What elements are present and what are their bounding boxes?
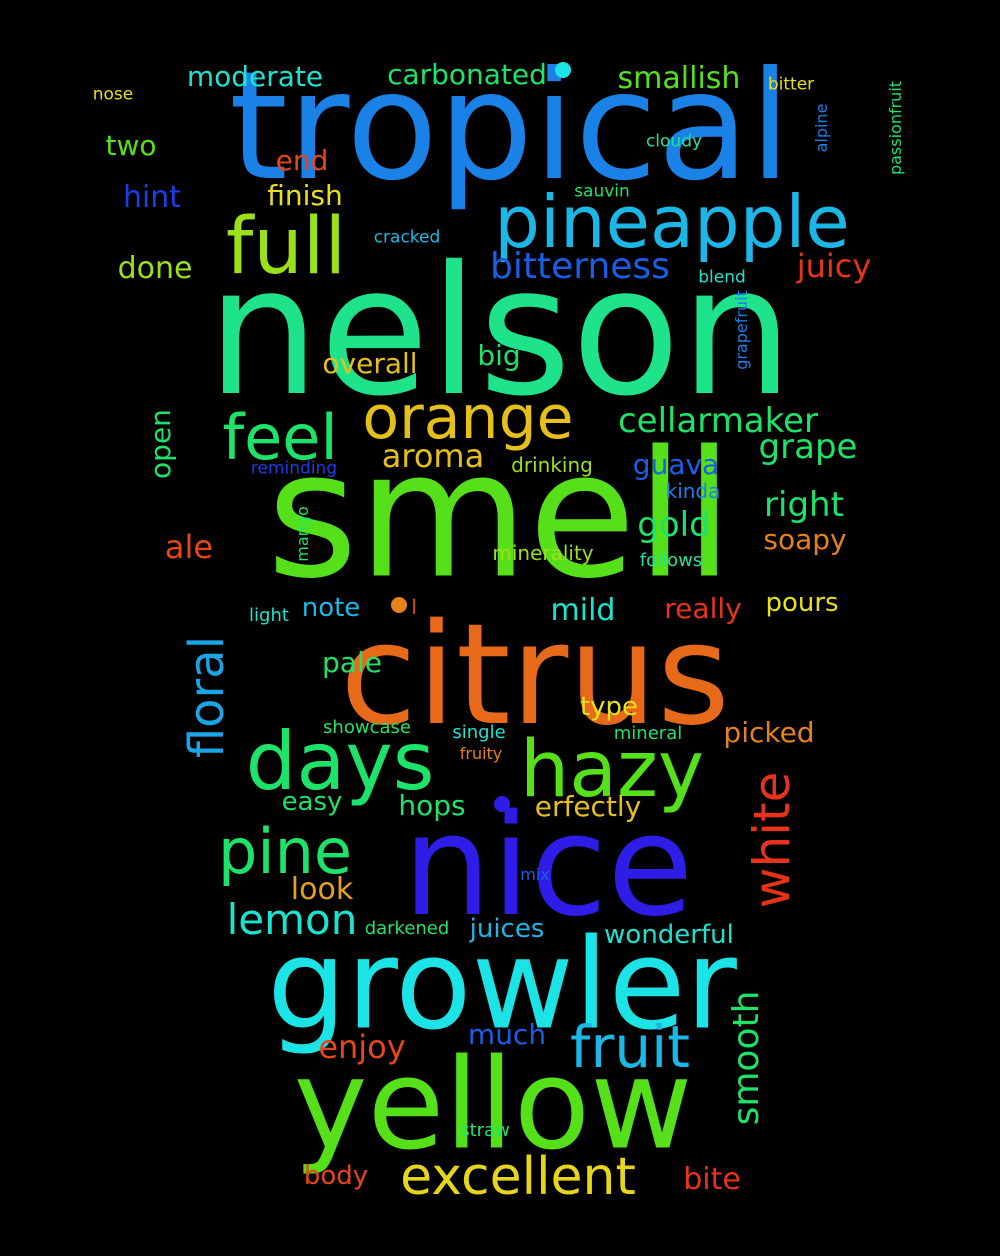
word-citrus: citrus <box>340 594 730 757</box>
word-minerality: minerality <box>492 541 594 565</box>
word-smooth: smooth <box>726 990 767 1126</box>
word-note: note <box>301 593 361 623</box>
word-gold: gold <box>637 505 711 545</box>
word-darkened: darkened <box>364 918 450 939</box>
word-pineapple: pineapple <box>494 180 850 264</box>
word-open: open <box>144 409 177 479</box>
word-nose: nose <box>92 84 134 105</box>
word-mineral: mineral <box>613 723 683 744</box>
word-smell: smell <box>266 414 734 618</box>
word-fruit: fruit <box>570 1013 690 1081</box>
word-growler: growler <box>267 912 737 1058</box>
word-juices: juices <box>469 914 545 944</box>
word-tropical: tropical <box>229 40 791 214</box>
word-cloudy: cloudy <box>645 131 703 152</box>
word-cellarmaker: cellarmaker <box>617 401 819 441</box>
word-end: end <box>275 144 329 177</box>
word-l: l <box>411 595 417 619</box>
word-easy: easy <box>281 787 343 817</box>
word-body: body <box>303 1161 369 1191</box>
word-bitter: bitter <box>767 74 815 95</box>
word-moderate: moderate <box>186 60 324 93</box>
word-wonderful: wonderful <box>604 920 734 950</box>
word-type: type <box>579 692 639 722</box>
word-finish: finish <box>267 179 343 212</box>
word-follows: follows <box>639 550 703 571</box>
word-guava: guava <box>632 448 720 481</box>
word-floral: floral <box>179 635 235 759</box>
word-straw: straw <box>460 1120 510 1141</box>
accent-dot <box>555 62 571 78</box>
word-erfectly: erfectly <box>534 790 642 823</box>
word-hint: hint <box>122 180 182 215</box>
word-picked: picked <box>723 716 815 749</box>
word-carbonated: carbonated <box>387 58 547 91</box>
word-sauvin: sauvin <box>574 181 630 202</box>
word-excellent: excellent <box>400 1147 636 1207</box>
accent-dot <box>494 796 510 812</box>
word-orange: orange <box>362 383 574 453</box>
word-nice: nice <box>402 785 694 948</box>
word-blend: blend <box>698 267 746 288</box>
word-mix: mix <box>520 865 550 884</box>
accent-dot <box>391 597 407 613</box>
word-full: full <box>225 202 347 292</box>
word-alpine: alpine <box>812 103 831 153</box>
word-white: white <box>743 771 801 909</box>
word-pine: pine <box>217 815 353 888</box>
word-smallish: smallish <box>617 61 741 96</box>
word-done: done <box>117 251 193 286</box>
word-mild: mild <box>550 593 616 628</box>
word-days: days <box>245 715 435 808</box>
word-nelson: nelson <box>206 228 794 435</box>
word-reminding: reminding <box>250 458 338 479</box>
word-feel: feel <box>222 401 338 474</box>
word-showcase: showcase <box>323 717 411 738</box>
word-overall: overall <box>322 347 418 380</box>
word-light: light <box>249 605 289 626</box>
word-single: single <box>452 722 506 743</box>
word-juicy: juicy <box>796 247 872 285</box>
word-grape: grape <box>758 427 858 467</box>
word-hops: hops <box>398 789 466 822</box>
word-right: right <box>764 485 844 525</box>
word-mango: mango <box>293 506 312 562</box>
word-bitterness: bitterness <box>490 246 670 287</box>
word-really: really <box>664 592 742 625</box>
word-soapy: soapy <box>763 523 847 556</box>
word-lemon: lemon <box>226 895 358 944</box>
word-two: two <box>105 129 157 162</box>
word-big: big <box>477 339 521 372</box>
word-ale: ale <box>164 528 214 566</box>
word-pale: pale <box>322 646 382 679</box>
word-passionfruit: passionfruit <box>886 80 905 176</box>
word-hazy: hazy <box>519 725 705 815</box>
word-aroma: aroma <box>381 437 485 475</box>
word-fruity: fruity <box>459 744 503 763</box>
word-cracked: cracked <box>373 227 441 248</box>
word-much: much <box>467 1018 547 1051</box>
word-look: look <box>290 872 354 907</box>
word-kinda: kinda <box>665 479 721 503</box>
word-yellow: yellow <box>293 1032 693 1178</box>
word-drinking: drinking <box>511 453 593 477</box>
word-enjoy: enjoy <box>318 1028 406 1066</box>
word-pours: pours <box>765 588 839 618</box>
word-bite: bite <box>683 1162 741 1197</box>
word-grapefruit: grapefruit <box>732 290 751 370</box>
